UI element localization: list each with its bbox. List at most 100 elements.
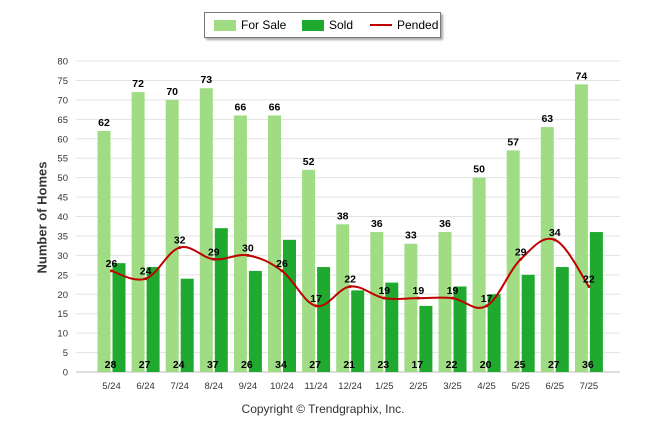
y-axis-ticks: 0 5 10 15 20 25 30 35 40 45 50 55 60 65 70 75 80 — [57, 57, 68, 379]
x-tick-label: 7/24 — [170, 381, 189, 392]
sold-value-label: 22 — [446, 359, 458, 371]
bar-sold — [521, 274, 535, 372]
sold-value-label: 17 — [412, 359, 424, 371]
sold-swatch — [302, 20, 324, 31]
pended-value-label: 30 — [242, 242, 254, 254]
y-tick-label: 0 — [63, 368, 68, 379]
pended-line — [110, 237, 591, 309]
bar-for-sale — [506, 150, 520, 372]
bar-sold — [214, 228, 228, 372]
sold-value-label: 20 — [480, 359, 492, 371]
for-sale-value-label: 36 — [439, 218, 451, 230]
for-sale-value-label: 73 — [200, 74, 212, 86]
y-tick-label: 50 — [57, 173, 68, 184]
y-tick-label: 40 — [57, 212, 68, 223]
y-tick-label: 10 — [57, 329, 68, 340]
pended-value-label: 32 — [174, 235, 186, 247]
sold-value-label: 27 — [548, 359, 560, 371]
pended-point — [314, 304, 318, 308]
for-sale-value-label: 66 — [235, 101, 247, 113]
pended-value-label: 19 — [447, 285, 459, 297]
sold-value-label: 27 — [139, 359, 151, 371]
sold-value-label: 27 — [309, 359, 321, 371]
pended-value-label: 17 — [481, 293, 493, 305]
pended-point — [382, 296, 386, 300]
sold-value-label: 37 — [207, 359, 219, 371]
bar-for-sale — [438, 232, 452, 372]
pended-point — [246, 253, 250, 257]
y-tick-label: 60 — [57, 134, 68, 145]
bar-sold — [146, 267, 160, 372]
bar-sold — [555, 267, 569, 372]
bar-sold — [112, 263, 126, 372]
for-sale-swatch — [214, 20, 236, 31]
pended-point — [144, 277, 148, 281]
bar-sold — [180, 278, 194, 372]
x-tick-label: 6/25 — [546, 381, 565, 392]
sold-value-label: 34 — [275, 359, 287, 371]
bar-for-sale — [165, 99, 179, 372]
bar-for-sale — [233, 115, 247, 373]
x-tick-label: 10/24 — [270, 381, 294, 392]
x-axis-ticks: 5/24 6/24 7/24 8/24 9/24 10/24 11/24 12/24 1/25 2… — [102, 381, 598, 392]
x-tick-label: 3/25 — [443, 381, 462, 392]
bar-for-sale — [574, 84, 588, 372]
for-sale-value-label: 36 — [371, 218, 383, 230]
sold-value-label: 25 — [514, 359, 526, 371]
bar-for-sale — [131, 92, 145, 372]
pended-value-label: 26 — [106, 258, 118, 270]
bar-for-sale — [268, 115, 281, 373]
y-tick-label: 30 — [57, 251, 68, 262]
bar-sold — [283, 239, 296, 372]
for-sale-value-label: 66 — [269, 101, 281, 113]
pended-value-label: 22 — [344, 273, 356, 285]
pended-point — [178, 246, 182, 250]
y-tick-label: 20 — [57, 290, 68, 301]
pended-swatch — [370, 24, 392, 26]
pended-value-label: 24 — [140, 266, 152, 278]
for-sale-value-label: 62 — [98, 117, 110, 129]
for-sale-value-label: 57 — [507, 136, 519, 148]
x-tick-label: 11/24 — [305, 381, 328, 392]
copyright-text: Copyright © Trendgraphix, Inc. — [241, 402, 405, 416]
y-tick-label: 75 — [57, 76, 68, 87]
pended-value-label: 19 — [378, 285, 390, 297]
y-tick-label: 55 — [57, 154, 68, 165]
pended-point — [212, 257, 216, 261]
pended-point — [416, 296, 420, 300]
pended-point — [110, 269, 113, 273]
pended-point — [553, 238, 557, 242]
bars — [97, 84, 603, 373]
bar-sold — [487, 294, 501, 372]
y-tick-label: 65 — [57, 115, 68, 126]
x-tick-label: 7/25 — [580, 381, 599, 392]
pended-point — [519, 257, 523, 261]
bar-sold — [453, 286, 467, 372]
sold-value-label: 23 — [377, 359, 389, 371]
sold-value-label: 21 — [343, 359, 355, 371]
bar-for-sale — [97, 130, 111, 372]
x-tick-label: 9/24 — [239, 381, 258, 392]
x-tick-label: 6/24 — [136, 381, 155, 392]
for-sale-value-label: 33 — [405, 230, 417, 242]
legend: For Sale Sold Pended — [204, 12, 441, 38]
for-sale-value-label: 72 — [132, 78, 144, 90]
x-tick-label: 12/24 — [338, 381, 362, 392]
y-tick-label: 70 — [57, 95, 68, 106]
pended-value-label: 29 — [515, 246, 527, 258]
y-tick-label: 15 — [57, 309, 68, 320]
x-tick-label: 8/24 — [205, 381, 224, 392]
bar-for-sale — [302, 169, 316, 372]
bar-for-sale — [199, 88, 213, 373]
bar-sold — [317, 267, 331, 372]
y-tick-label: 80 — [57, 57, 68, 68]
sold-value-label: 28 — [105, 359, 117, 371]
y-tick-label: 35 — [57, 231, 68, 242]
for-sale-value-label: 52 — [303, 156, 315, 168]
bar-sold — [419, 305, 433, 372]
y-tick-label: 45 — [57, 193, 68, 204]
pended-value-label: 17 — [310, 293, 322, 305]
pended-point — [451, 296, 454, 300]
y-tick-label: 25 — [57, 270, 68, 281]
pended-value-label: 34 — [549, 227, 561, 239]
